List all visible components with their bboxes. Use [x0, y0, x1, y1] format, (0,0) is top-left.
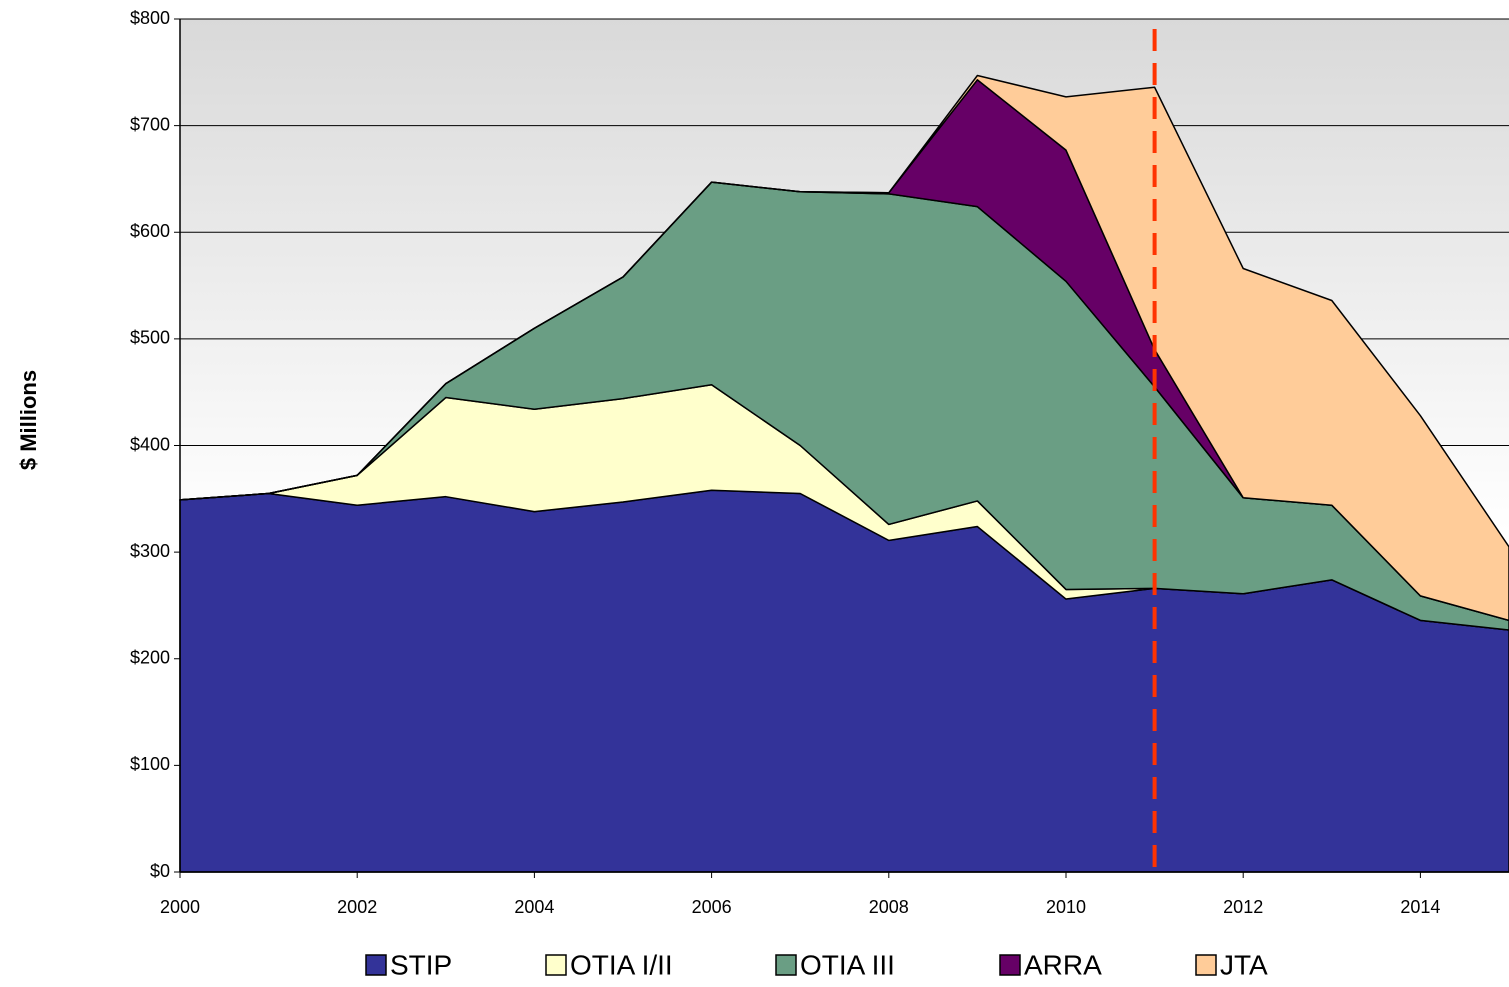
- y-tick-label: $600: [130, 221, 170, 241]
- x-tick-label: 2010: [1046, 897, 1086, 917]
- y-tick-label: $400: [130, 434, 170, 454]
- legend-label: ARRA: [1024, 949, 1102, 980]
- x-tick-label: 2006: [692, 897, 732, 917]
- legend-swatch: [999, 954, 1021, 976]
- legend-label: JTA: [1220, 949, 1268, 980]
- y-tick-label: $700: [130, 114, 170, 134]
- y-tick-label: $500: [130, 328, 170, 348]
- legend-swatch: [775, 954, 797, 976]
- area: [179, 74, 1509, 622]
- y-tick-label: $800: [130, 8, 170, 28]
- legend-swatch: [365, 954, 387, 976]
- y-tick-label: $0: [150, 861, 170, 881]
- x-tick-label: 2008: [869, 897, 909, 917]
- y-tick-label: $200: [130, 648, 170, 668]
- legend-label: STIP: [390, 949, 452, 980]
- x-tick-label: 2004: [514, 897, 554, 917]
- legend-swatch: [545, 954, 567, 976]
- legend-label: OTIA III: [800, 949, 895, 980]
- x-tick-label: 2014: [1400, 897, 1440, 917]
- legend-swatch: [1195, 954, 1217, 976]
- x-tick-label: 2012: [1223, 897, 1263, 917]
- y-tick-label: $100: [130, 754, 170, 774]
- y-tick-label: $300: [130, 541, 170, 561]
- x-tick-label: 2000: [160, 897, 200, 917]
- x-tick-label: 2002: [337, 897, 377, 917]
- y-axis-label: $ Millions: [16, 370, 41, 470]
- legend-label: OTIA I/II: [570, 949, 673, 980]
